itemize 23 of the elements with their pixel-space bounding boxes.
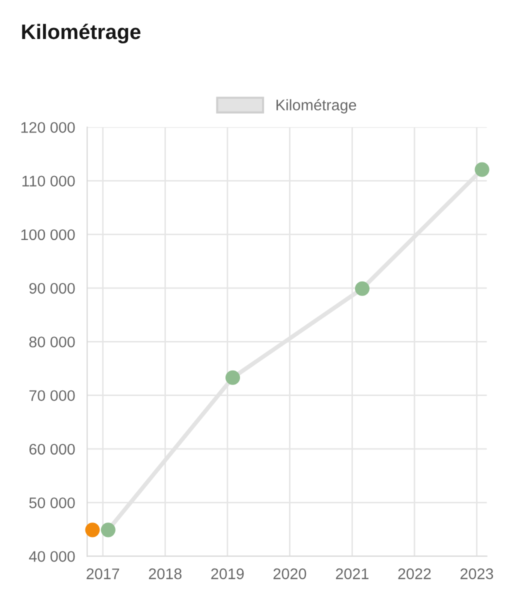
x-tick-label: 2020 xyxy=(274,568,306,580)
y-tick-label: 90 000 xyxy=(29,282,75,294)
legend-label: Kilométrage xyxy=(276,99,356,114)
y-tick-label: 120 000 xyxy=(21,122,75,133)
point xyxy=(225,370,240,385)
point xyxy=(474,162,490,177)
point xyxy=(354,281,370,296)
x-tick-label: 2017 xyxy=(86,568,120,580)
point xyxy=(85,522,100,538)
y-tick-label: 70 000 xyxy=(29,390,75,402)
y-tick-label: 100 000 xyxy=(21,229,75,240)
y-tick-label: 80 000 xyxy=(29,336,75,348)
y-tick-label: 50 000 xyxy=(29,497,75,508)
point xyxy=(100,522,116,538)
x-tick-label: 2022 xyxy=(398,568,431,580)
x-tick-label: 2019 xyxy=(211,568,244,580)
chart-title: Kilométrage xyxy=(22,24,140,44)
x-tick-label: 2021 xyxy=(336,568,368,580)
x-tick-label: 2023 xyxy=(460,568,494,580)
y-tick-label: 60 000 xyxy=(29,444,75,455)
x-tick-label: 2018 xyxy=(148,568,182,580)
y-tick-label: 40 000 xyxy=(29,551,75,562)
y-tick-label: 110 000 xyxy=(22,176,75,187)
